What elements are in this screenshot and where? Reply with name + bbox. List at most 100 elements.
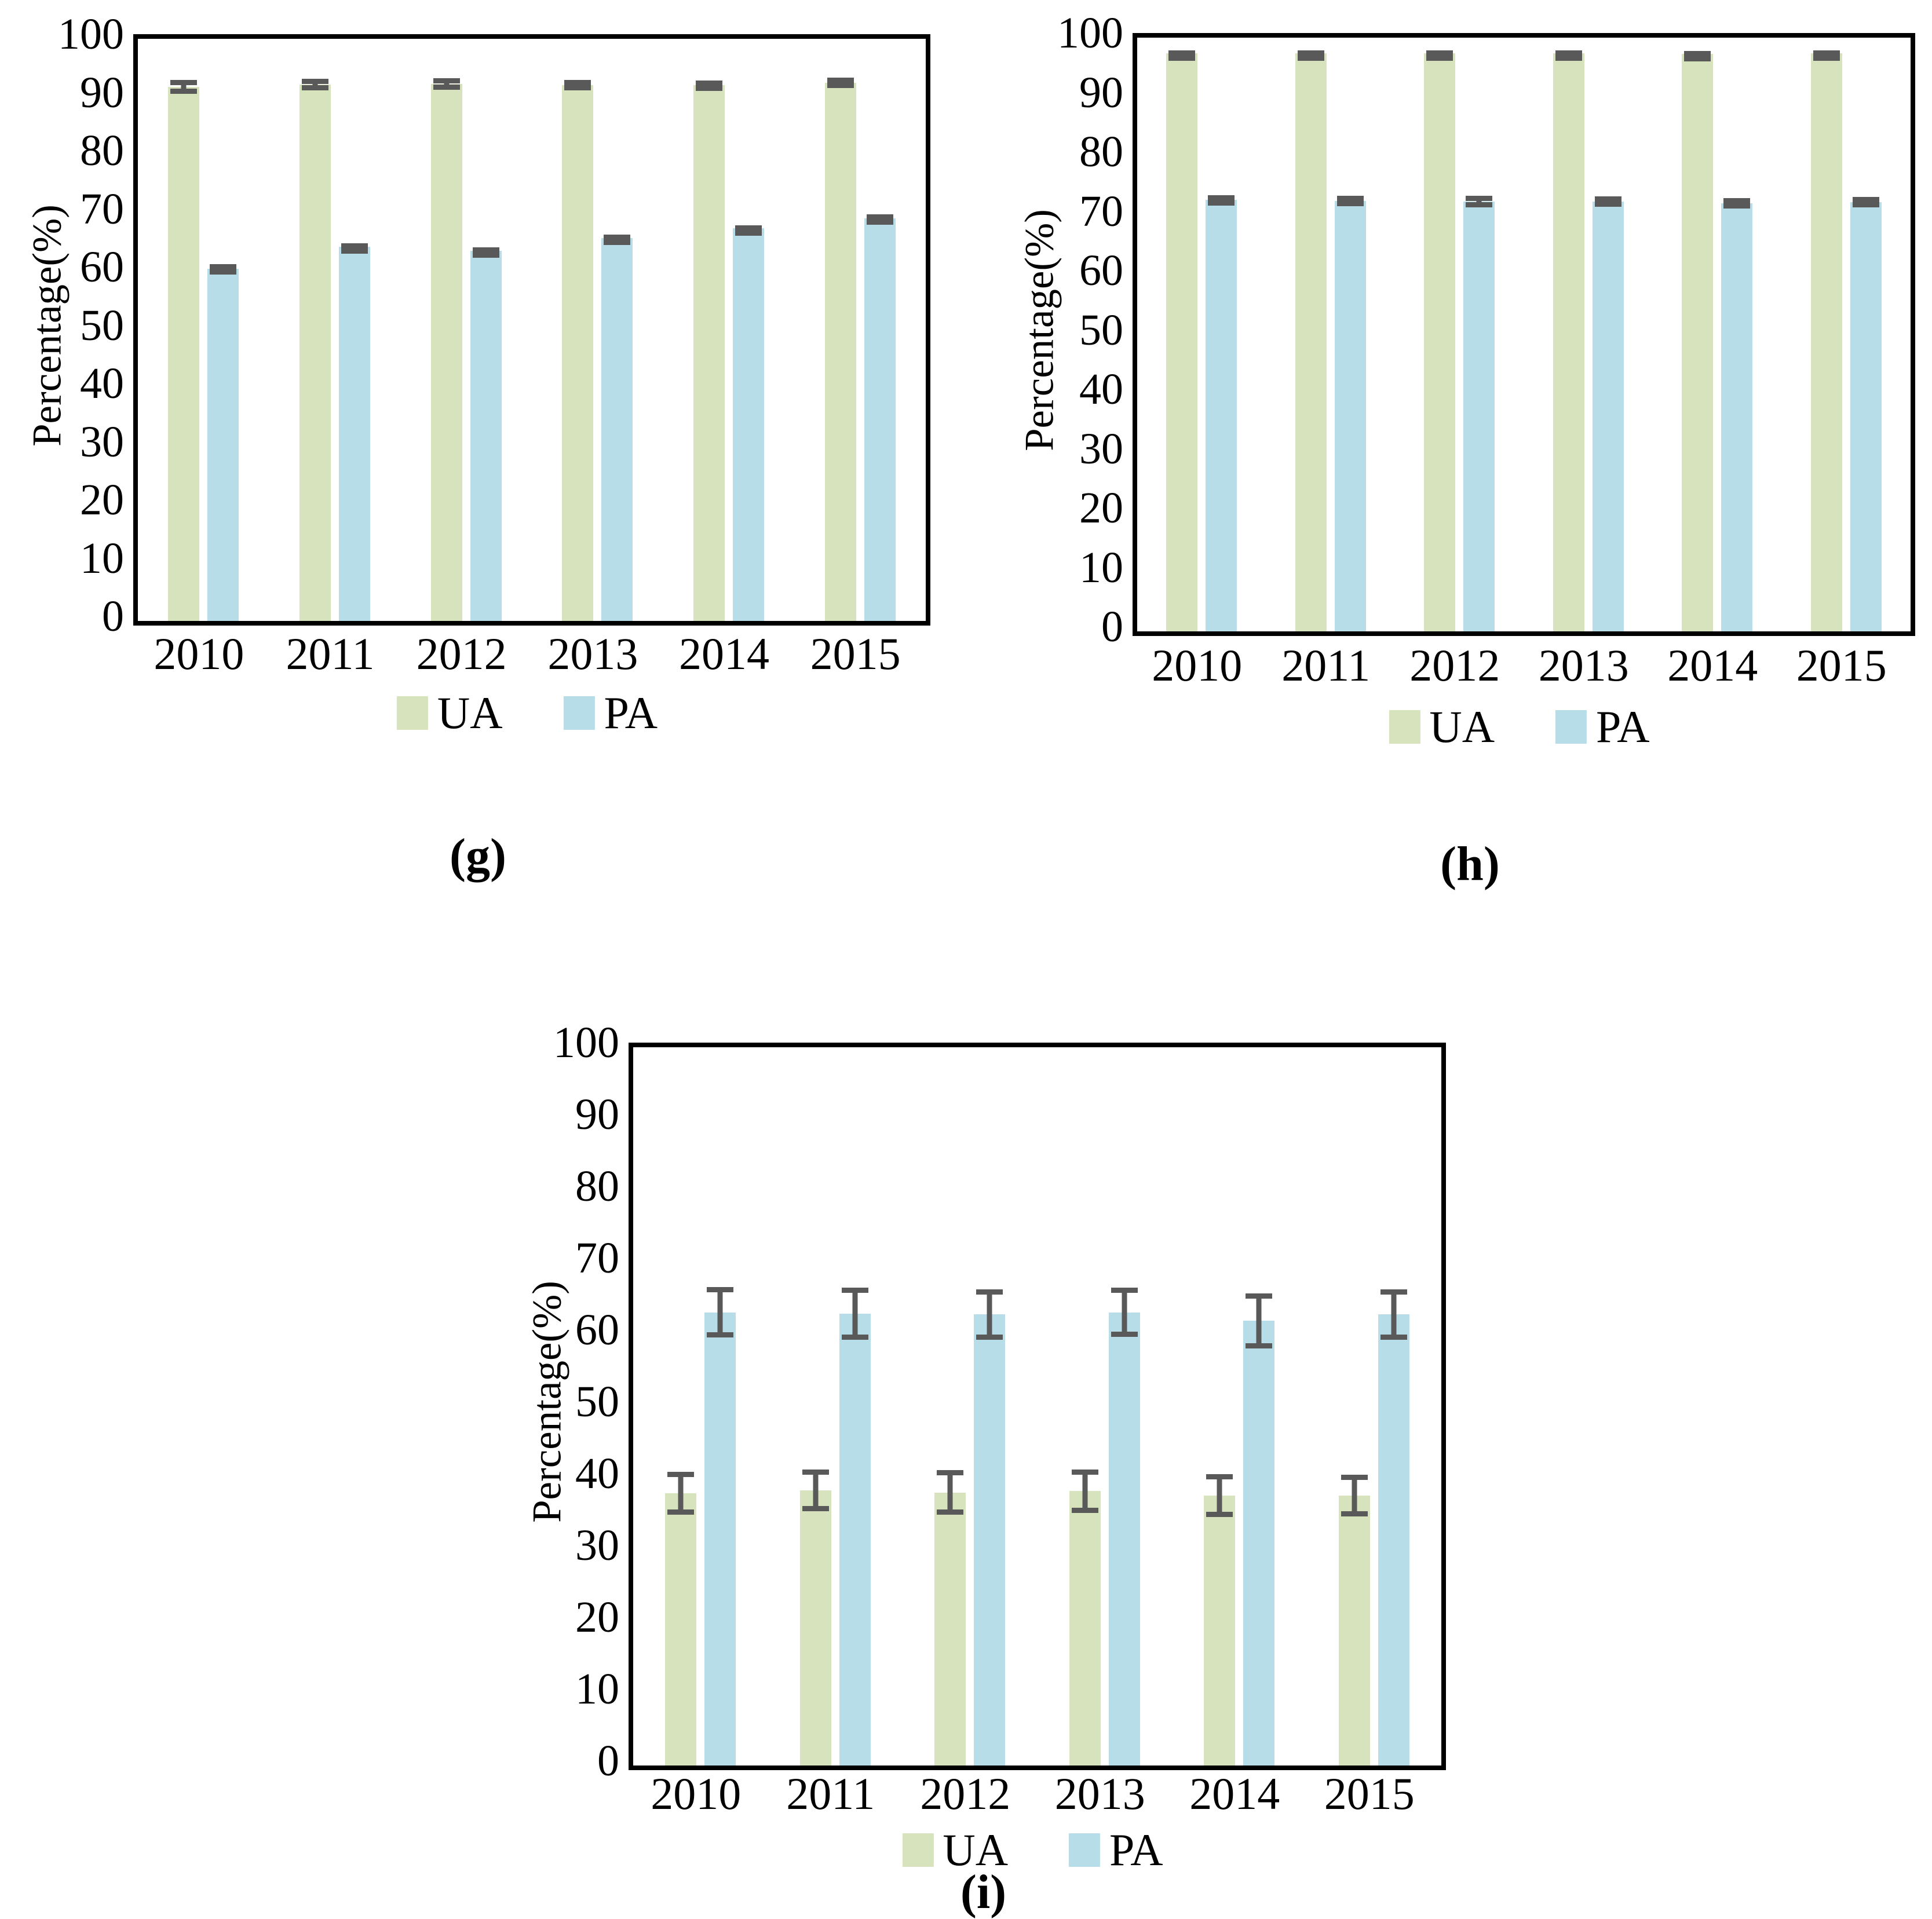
- legend-label-ua: UA: [943, 1825, 1009, 1875]
- y-tick-label: 100: [1057, 9, 1123, 57]
- y-tick-label: 0: [597, 1737, 619, 1785]
- error-bar-ua-2012: [937, 1470, 964, 1515]
- x-tick-label-2012: 2012: [1409, 640, 1500, 690]
- y-tick-label: 40: [575, 1449, 619, 1498]
- y-tick-label: 90: [1079, 68, 1123, 117]
- error-bar-ua-2015: [1341, 1474, 1368, 1516]
- y-tick-label: 20: [80, 476, 124, 524]
- y-tick-label: 20: [1079, 484, 1123, 532]
- bar-pa-2015: [1378, 1314, 1409, 1766]
- x-tick-label-2015: 2015: [810, 628, 901, 679]
- y-axis-ticks: 0 10 20 30 40 50 60 70 80 90 100: [996, 11, 1123, 649]
- y-tick-label: 70: [575, 1234, 619, 1282]
- error-bar-pa-2015: [866, 214, 893, 225]
- legend-swatch-pa: [1555, 710, 1587, 744]
- error-bar-pa-2013: [604, 234, 631, 245]
- y-tick-label: 60: [575, 1306, 619, 1354]
- bar-pa-2010: [704, 1312, 736, 1766]
- legend-swatch-ua: [1389, 710, 1420, 744]
- error-bar-pa-2014: [1723, 198, 1751, 209]
- y-tick-label: 10: [1079, 543, 1123, 592]
- legend-label-ua: UA: [1429, 701, 1495, 752]
- x-tick-label-2012: 2012: [416, 628, 507, 679]
- bar-ua-2011: [1295, 53, 1327, 631]
- x-tick-label-2015: 2015: [1796, 640, 1887, 690]
- bar-pa-2012: [1463, 201, 1495, 631]
- legend-label-pa: PA: [604, 688, 658, 738]
- legend: UA PA: [1389, 704, 1650, 750]
- x-tick-label-2013: 2013: [547, 628, 638, 679]
- bar-ua-2014: [693, 85, 725, 621]
- bar-ua-2010: [1166, 53, 1198, 631]
- legend-label-ua: UA: [437, 688, 503, 738]
- bar-ua-2014: [1682, 53, 1714, 631]
- error-bar-ua-2014: [1206, 1474, 1233, 1517]
- error-bar-pa-2012: [976, 1289, 1003, 1340]
- bar-pa-2015: [864, 218, 896, 621]
- error-bar-pa-2012: [472, 247, 499, 258]
- legend-item-ua: UA: [396, 688, 503, 738]
- chart-panel-i: Percentage(%) 0 10 20 30 40 50 60 70 80 90 100 UA P…: [510, 1019, 1448, 1917]
- bar-pa-2013: [1592, 201, 1624, 631]
- y-tick-label: 40: [1079, 365, 1123, 414]
- error-bar-pa-2010: [707, 1287, 734, 1337]
- legend-item-pa: PA: [1069, 1827, 1163, 1873]
- bar-pa-2011: [839, 1314, 871, 1766]
- y-tick-label: 80: [80, 126, 124, 175]
- panel-label-i: (i): [960, 1865, 1007, 1919]
- bar-ua-2013: [1553, 53, 1584, 631]
- error-bar-pa-2015: [1380, 1289, 1407, 1340]
- bar-pa-2014: [1243, 1321, 1275, 1766]
- y-axis-ticks: 0 10 20 30 40 50 60 70 80 90 100: [510, 1021, 619, 1783]
- bar-ua-2015: [1338, 1495, 1370, 1766]
- bar-pa-2011: [1334, 200, 1366, 631]
- error-bar-ua-2011: [1297, 50, 1324, 61]
- error-bar-pa-2015: [1852, 196, 1879, 208]
- y-axis-ticks: 0 10 20 30 40 50 60 70 80 90 100: [12, 12, 124, 638]
- y-tick-label: 0: [102, 592, 124, 641]
- error-bar-pa-2010: [1208, 195, 1235, 206]
- error-bar-ua-2013: [1555, 50, 1582, 61]
- legend-item-pa: PA: [563, 688, 658, 738]
- legend-item-ua: UA: [1389, 704, 1495, 750]
- error-bar-pa-2014: [1246, 1293, 1273, 1348]
- y-tick-label: 60: [80, 243, 124, 291]
- y-tick-label: 90: [80, 68, 124, 117]
- error-bar-ua-2013: [564, 80, 591, 91]
- bar-ua-2015: [1810, 53, 1842, 631]
- legend-item-pa: PA: [1555, 704, 1650, 750]
- y-tick-label: 80: [575, 1162, 619, 1211]
- bar-ua-2013: [1069, 1491, 1101, 1766]
- bar-ua-2010: [665, 1493, 697, 1766]
- legend: UA PA: [396, 688, 658, 738]
- bar-pa-2014: [1721, 203, 1753, 631]
- error-bar-pa-2013: [1111, 1288, 1138, 1337]
- chart-panel-h: Percentage(%) 0 10 20 30 40 50 60 70 80 90 100 UA P…: [996, 6, 1932, 950]
- bar-ua-2010: [168, 87, 200, 621]
- bar-pa-2010: [1206, 199, 1237, 631]
- x-tick-label-2013: 2013: [1054, 1768, 1145, 1819]
- plot-area: [133, 34, 930, 626]
- y-tick-label: 70: [80, 184, 124, 233]
- bar-ua-2012: [934, 1492, 966, 1766]
- bar-pa-2015: [1850, 202, 1882, 631]
- bar-pa-2013: [1108, 1312, 1140, 1766]
- x-tick-label-2014: 2014: [1667, 640, 1758, 690]
- x-tick-label-2015: 2015: [1324, 1768, 1415, 1819]
- x-tick-label-2010: 2010: [1152, 640, 1243, 690]
- legend-swatch-pa: [1069, 1833, 1101, 1867]
- legend-label-pa: PA: [1109, 1825, 1163, 1875]
- error-bar-pa-2011: [1336, 195, 1364, 207]
- error-bar-ua-2011: [302, 79, 328, 91]
- bar-pa-2011: [339, 246, 370, 621]
- bar-pa-2012: [470, 250, 502, 621]
- error-bar-pa-2014: [735, 225, 762, 236]
- panel-label-g: (g): [450, 829, 506, 883]
- x-tick-label-2011: 2011: [1281, 640, 1371, 690]
- x-tick-label-2011: 2011: [786, 1768, 875, 1819]
- y-tick-label: 20: [575, 1593, 619, 1642]
- legend: UA PA: [902, 1827, 1163, 1873]
- y-tick-label: 10: [80, 533, 124, 583]
- legend-swatch-ua: [396, 696, 428, 730]
